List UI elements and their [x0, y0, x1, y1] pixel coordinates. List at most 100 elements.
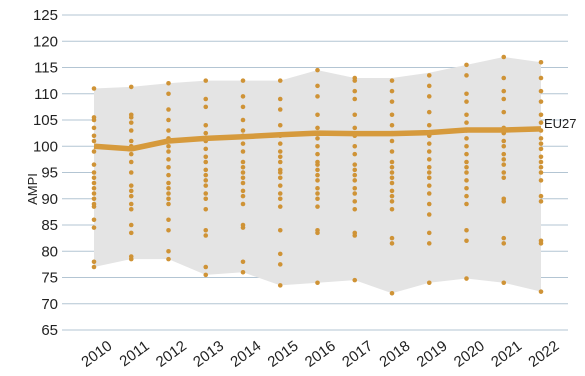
point-2015-17 [277, 107, 283, 112]
point-2019-11 [426, 149, 432, 154]
point-2016-3 [315, 204, 320, 209]
point-2020-16 [464, 99, 469, 104]
point-2022-14 [538, 120, 544, 125]
point-2021-18 [501, 54, 507, 60]
point-2013-3 [203, 227, 209, 233]
y-tick-label-125: 125 [33, 7, 58, 24]
y-tick-label-70: 70 [41, 296, 58, 313]
point-2018-10 [389, 164, 395, 170]
point-2011-1 [128, 254, 134, 259]
point-2014-13 [240, 141, 246, 146]
point-2015-2 [277, 251, 283, 257]
point-2022-8 [538, 159, 544, 165]
point-2018-6 [389, 188, 395, 194]
point-2016-9 [315, 167, 320, 173]
x-tick-label-2016: 2016 [302, 337, 339, 370]
point-2011-7 [128, 188, 134, 194]
point-2012-8 [166, 180, 171, 186]
y-tick-label-110: 110 [34, 86, 58, 103]
point-2013-6 [203, 191, 209, 196]
point-2019-10 [426, 157, 432, 162]
point-2011-5 [128, 201, 134, 207]
x-tick-label-2013: 2013 [190, 337, 227, 370]
point-2019-12 [426, 141, 432, 146]
point-2014-0 [240, 269, 246, 275]
point-2011-2 [128, 230, 134, 236]
point-2015-5 [277, 196, 283, 202]
point-2014-19 [240, 78, 246, 83]
point-2021-17 [501, 75, 507, 81]
point-2017-5 [352, 191, 358, 196]
x-tick-label-2019: 2019 [414, 337, 451, 370]
point-2013-13 [203, 146, 209, 152]
point-2018-19 [389, 78, 395, 83]
point-2020-0 [464, 276, 469, 281]
point-2015-7 [277, 183, 283, 188]
point-2016-13 [315, 143, 320, 149]
point-2012-18 [166, 91, 171, 97]
point-2014-18 [240, 94, 246, 99]
point-2019-14 [426, 122, 432, 128]
point-2018-7 [389, 180, 395, 186]
point-2020-8 [464, 164, 469, 170]
point-2018-16 [389, 112, 395, 118]
y-tick-label-100: 100 [33, 138, 58, 155]
point-2022-3 [538, 199, 544, 204]
point-2019-1 [426, 241, 432, 246]
point-2013-15 [203, 130, 209, 136]
point-2017-8 [352, 172, 358, 178]
x-tick-label-2012: 2012 [153, 337, 190, 370]
point-2019-8 [426, 170, 432, 175]
point-2014-16 [240, 117, 246, 123]
point-2022-11 [538, 141, 544, 146]
point-2012-4 [166, 201, 171, 207]
point-2015-16 [277, 122, 283, 128]
point-2014-6 [240, 188, 246, 194]
point-2013-11 [203, 159, 209, 165]
point-2017-15 [352, 112, 358, 118]
point-2019-17 [426, 83, 432, 89]
point-2022-4 [538, 193, 544, 199]
point-2018-9 [389, 170, 395, 175]
point-2014-11 [240, 159, 246, 165]
point-2011-3 [128, 222, 134, 228]
point-2019-7 [426, 175, 432, 181]
point-2011-16 [128, 120, 134, 125]
point-2019-16 [426, 94, 432, 99]
y-tick-label-80: 80 [41, 243, 58, 260]
series-line-0 [93, 126, 542, 152]
scatter-points [91, 54, 544, 296]
point-2022-10 [538, 146, 544, 152]
point-2012-1 [166, 248, 171, 254]
point-2017-0 [352, 277, 358, 283]
point-2010-18 [91, 115, 97, 120]
point-2020-7 [464, 170, 469, 175]
point-2010-13 [91, 149, 97, 154]
y-tick-label-85: 85 [41, 217, 58, 234]
point-2010-8 [91, 185, 97, 191]
point-2011-9 [128, 170, 134, 175]
point-2021-16 [501, 88, 507, 94]
point-2021-0 [501, 280, 507, 286]
point-2013-2 [203, 233, 209, 238]
point-2017-11 [352, 151, 358, 157]
point-2010-5 [91, 201, 97, 207]
point-2011-11 [128, 151, 134, 157]
y-tick-label-90: 90 [41, 191, 58, 208]
point-2022-12 [538, 136, 544, 141]
point-2012-15 [166, 128, 171, 133]
point-2010-3 [91, 217, 97, 223]
point-2016-11 [315, 159, 320, 165]
point-2017-9 [352, 167, 358, 173]
point-2011-15 [128, 128, 134, 133]
point-2013-10 [203, 167, 209, 173]
point-2014-17 [240, 104, 246, 110]
x-tick-label-2011: 2011 [117, 337, 153, 370]
point-2020-14 [464, 120, 469, 125]
point-2022-6 [538, 170, 544, 175]
point-2012-11 [166, 157, 171, 162]
point-2013-17 [203, 104, 209, 110]
point-2011-6 [128, 193, 134, 199]
point-2010-12 [91, 162, 97, 167]
point-2020-4 [464, 193, 469, 199]
